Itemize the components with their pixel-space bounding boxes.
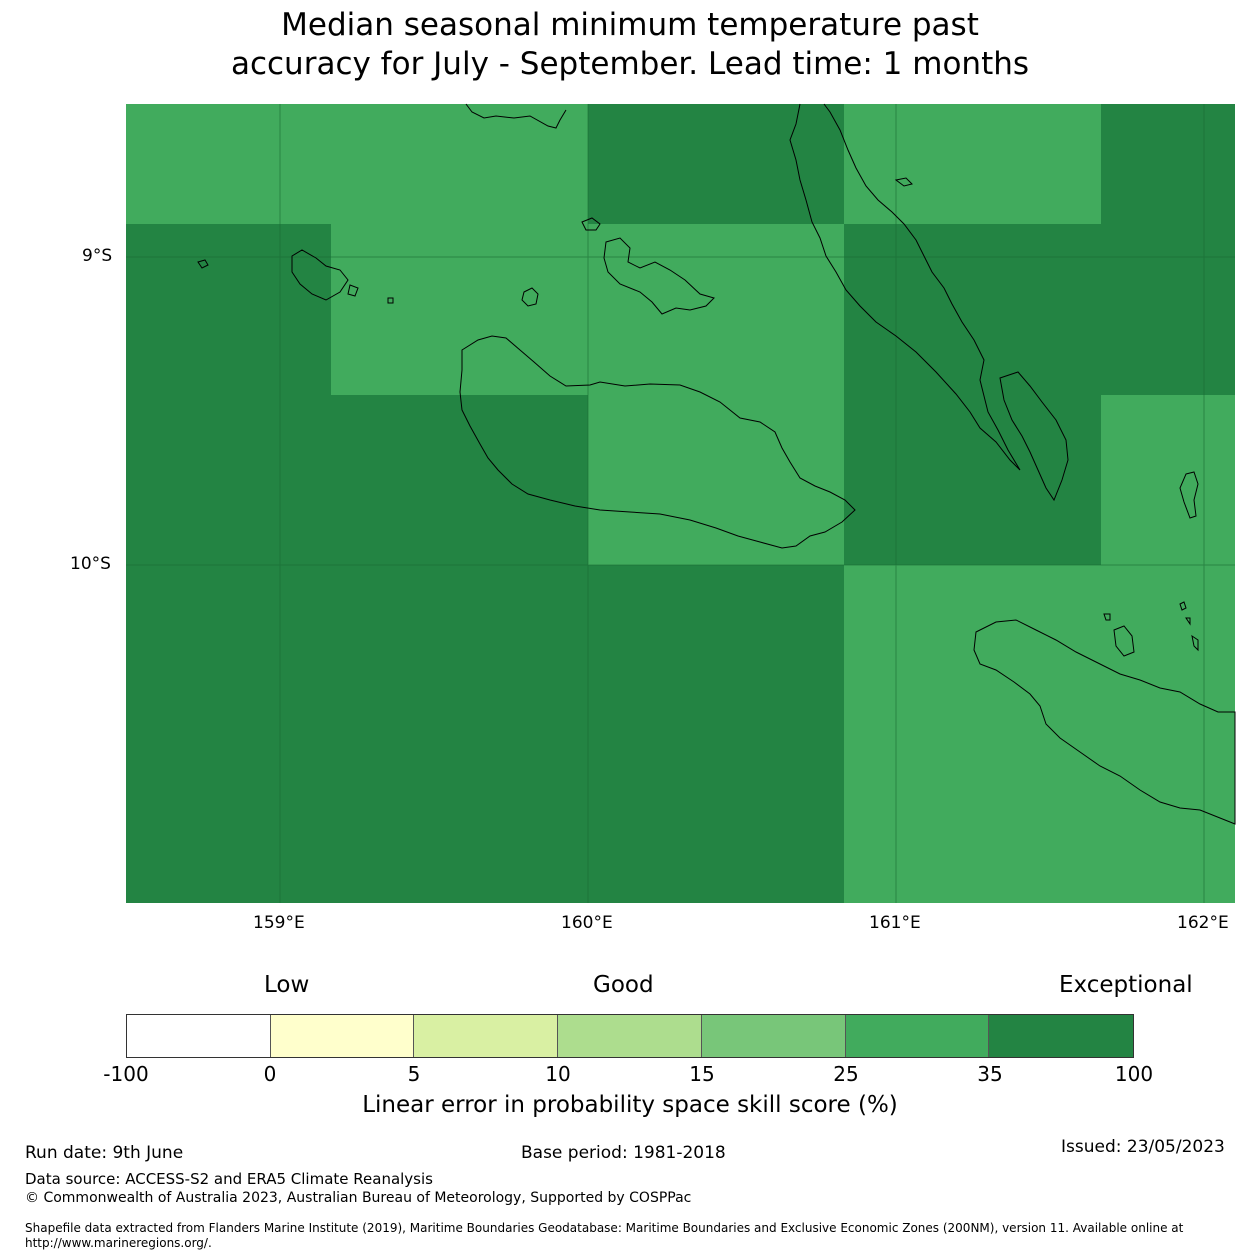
colorbar-segment bbox=[845, 1015, 990, 1057]
lat-tick-9s: 9°S bbox=[82, 246, 113, 266]
colorbar-segment bbox=[270, 1015, 415, 1057]
copyright: © Commonwealth of Australia 2023, Austra… bbox=[25, 1190, 692, 1206]
colorbar-tick: 0 bbox=[263, 1062, 277, 1086]
colorbar-segment bbox=[127, 1015, 271, 1057]
title-line-2: accuracy for July - September. Lead time… bbox=[230, 46, 1030, 82]
island-russell bbox=[291, 249, 349, 301]
island-small-malaita bbox=[999, 371, 1069, 502]
colorbar-tick: 10 bbox=[545, 1062, 571, 1086]
cell bbox=[844, 565, 1235, 903]
island-russell-small bbox=[197, 259, 209, 269]
run-date: Run date: 9th June bbox=[25, 1143, 184, 1163]
island-savo bbox=[521, 287, 539, 307]
island-malaita bbox=[789, 103, 1021, 471]
title-line-1: Median seasonal minimum temperature past bbox=[281, 7, 979, 43]
island-makira-small-d bbox=[1185, 617, 1191, 626]
grid-cells bbox=[126, 104, 1235, 903]
cell bbox=[588, 395, 844, 565]
lat-tick-10s: 10°S bbox=[70, 554, 111, 574]
skill-map bbox=[126, 103, 1236, 903]
chart-title: Median seasonal minimum temperature past… bbox=[0, 6, 1260, 84]
cell bbox=[126, 104, 588, 224]
island-east bbox=[894, 177, 913, 187]
colorbar-tick: 100 bbox=[1114, 1062, 1154, 1086]
cell bbox=[844, 104, 1101, 224]
cell bbox=[844, 224, 1235, 395]
colorbar-tick: 25 bbox=[833, 1062, 859, 1086]
colorbar-tick: 15 bbox=[689, 1062, 715, 1086]
colorbar-label-exceptional: Exceptional bbox=[1059, 972, 1193, 998]
cell bbox=[126, 224, 331, 395]
colorbar-tick: 5 bbox=[407, 1062, 421, 1086]
data-source: Data source: ACCESS-S2 and ERA5 Climate … bbox=[25, 1170, 433, 1188]
island-east-small bbox=[1179, 471, 1199, 519]
lon-tick-162e: 162°E bbox=[1177, 913, 1229, 933]
shapefile-credit-2: http://www.marineregions.org/. bbox=[25, 1236, 212, 1250]
island-makira-small-b bbox=[1103, 613, 1111, 621]
shapefile-credit-1: Shapefile data extracted from Flanders M… bbox=[25, 1221, 1184, 1235]
colorbar-label-good: Good bbox=[593, 972, 654, 998]
island-guadalcanal bbox=[459, 335, 856, 549]
colorbar bbox=[126, 1014, 1134, 1058]
island-makira-small-c bbox=[1179, 601, 1187, 611]
island-small bbox=[581, 217, 601, 231]
colorbar-segment bbox=[414, 1015, 559, 1057]
cell bbox=[1101, 395, 1235, 565]
lon-tick-160e: 160°E bbox=[561, 913, 613, 933]
colorbar-label-low: Low bbox=[264, 972, 310, 998]
coastlines bbox=[197, 103, 1236, 825]
island-santa-isabel bbox=[465, 103, 567, 129]
cell bbox=[588, 104, 844, 224]
cell bbox=[126, 565, 844, 903]
cell bbox=[1101, 104, 1235, 224]
island-makira bbox=[973, 619, 1236, 825]
island-makira-small-e bbox=[1191, 634, 1199, 652]
colorbar-segment bbox=[701, 1015, 846, 1057]
colorbar-segment bbox=[558, 1015, 702, 1057]
colorbar-tick: 35 bbox=[977, 1062, 1003, 1086]
cell bbox=[126, 395, 588, 565]
colorbar-title: Linear error in probability space skill … bbox=[362, 1092, 898, 1118]
gridlines bbox=[126, 104, 1235, 903]
colorbar-tick: -100 bbox=[103, 1062, 149, 1086]
base-period: Base period: 1981-2018 bbox=[521, 1143, 726, 1163]
colorbar-segment bbox=[989, 1015, 1133, 1057]
island-florida bbox=[603, 237, 715, 315]
island-russell-c bbox=[387, 297, 394, 304]
lon-tick-159e: 159°E bbox=[253, 913, 305, 933]
island-makira-small-a bbox=[1113, 625, 1135, 657]
issued-date: Issued: 23/05/2023 bbox=[1061, 1137, 1225, 1157]
island-russell-b bbox=[347, 284, 359, 297]
lon-tick-161e: 161°E bbox=[869, 913, 921, 933]
